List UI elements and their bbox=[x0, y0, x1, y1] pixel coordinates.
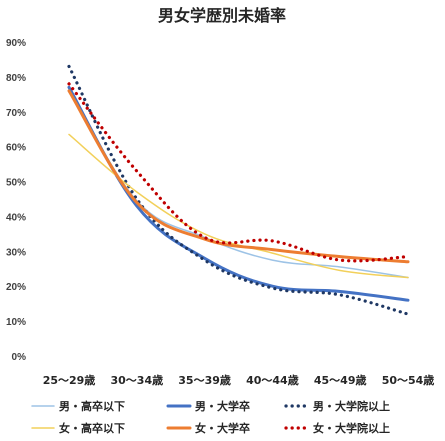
legend-label-5: 女・大学卒 bbox=[195, 421, 250, 435]
series-line-3 bbox=[67, 64, 410, 316]
series-line-6 bbox=[67, 82, 410, 263]
y-tick-label: 20% bbox=[6, 282, 26, 293]
x-tick-label: 50〜54歳 bbox=[382, 373, 435, 387]
y-tick-label: 50% bbox=[6, 178, 26, 189]
chart-title: 男女学歴別未婚率 bbox=[158, 6, 286, 25]
y-tick-label: 80% bbox=[6, 73, 26, 84]
y-tick-label: 70% bbox=[6, 108, 26, 119]
x-tick-label: 30〜34歳 bbox=[110, 373, 163, 387]
y-tick-label: 60% bbox=[6, 143, 26, 154]
series-lines bbox=[67, 64, 410, 316]
x-tick-label: 40〜44歳 bbox=[246, 373, 299, 387]
legend-label-2: 男・大学卒 bbox=[195, 399, 250, 413]
y-tick-label: 40% bbox=[6, 212, 26, 223]
series-line-4 bbox=[68, 133, 409, 279]
y-tick-label: 90% bbox=[6, 38, 26, 49]
x-tick-label: 35〜39歳 bbox=[178, 373, 231, 387]
y-axis-ticks: 0% 10% 20% 30% 40% 50% 60% 70% 80% 90% bbox=[6, 38, 26, 363]
y-tick-label: 0% bbox=[12, 352, 27, 363]
y-tick-label: 30% bbox=[6, 247, 26, 258]
series-line-5 bbox=[67, 89, 410, 264]
x-axis-ticks: 25〜29歳 30〜34歳 35〜39歳 40〜44歳 45〜49歳 50〜54歳 bbox=[43, 373, 435, 387]
y-tick-label: 10% bbox=[6, 317, 26, 328]
legend-label-3: 男・大学院以上 bbox=[313, 399, 390, 413]
legend-label-6: 女・大学院以上 bbox=[313, 421, 390, 435]
x-tick-label: 25〜29歳 bbox=[43, 373, 96, 387]
series-line-2 bbox=[67, 85, 410, 302]
legend-label-4: 女・高卒以下 bbox=[59, 421, 125, 435]
x-tick-label: 45〜49歳 bbox=[314, 373, 367, 387]
legend-label-1: 男・高卒以下 bbox=[59, 399, 125, 413]
